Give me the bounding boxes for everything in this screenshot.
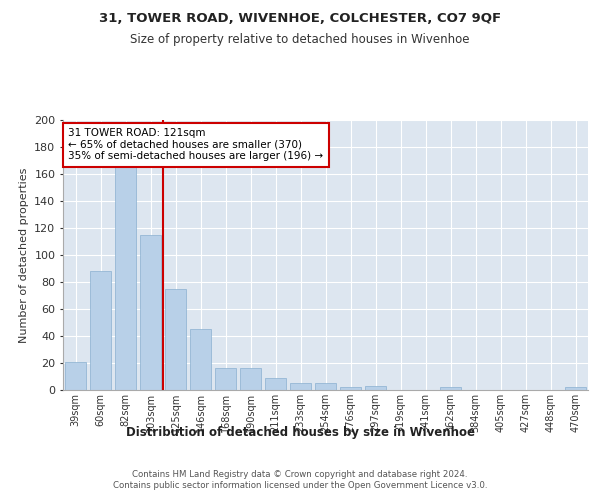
Bar bbox=[240, 368, 261, 390]
Bar bbox=[215, 368, 236, 390]
Text: Contains HM Land Registry data © Crown copyright and database right 2024.
Contai: Contains HM Land Registry data © Crown c… bbox=[113, 470, 487, 490]
Text: Distribution of detached houses by size in Wivenhoe: Distribution of detached houses by size … bbox=[125, 426, 475, 439]
Bar bbox=[565, 388, 586, 390]
Bar bbox=[290, 383, 311, 390]
Bar bbox=[90, 271, 111, 390]
Bar bbox=[165, 289, 186, 390]
Text: 31 TOWER ROAD: 121sqm
← 65% of detached houses are smaller (370)
35% of semi-det: 31 TOWER ROAD: 121sqm ← 65% of detached … bbox=[68, 128, 323, 162]
Bar bbox=[340, 388, 361, 390]
Bar bbox=[365, 386, 386, 390]
Bar bbox=[315, 383, 336, 390]
Bar bbox=[140, 235, 161, 390]
Bar bbox=[115, 164, 136, 390]
Bar bbox=[265, 378, 286, 390]
Bar bbox=[65, 362, 86, 390]
Text: Size of property relative to detached houses in Wivenhoe: Size of property relative to detached ho… bbox=[130, 32, 470, 46]
Bar bbox=[440, 388, 461, 390]
Text: 31, TOWER ROAD, WIVENHOE, COLCHESTER, CO7 9QF: 31, TOWER ROAD, WIVENHOE, COLCHESTER, CO… bbox=[99, 12, 501, 26]
Bar bbox=[190, 329, 211, 390]
Y-axis label: Number of detached properties: Number of detached properties bbox=[19, 168, 29, 342]
